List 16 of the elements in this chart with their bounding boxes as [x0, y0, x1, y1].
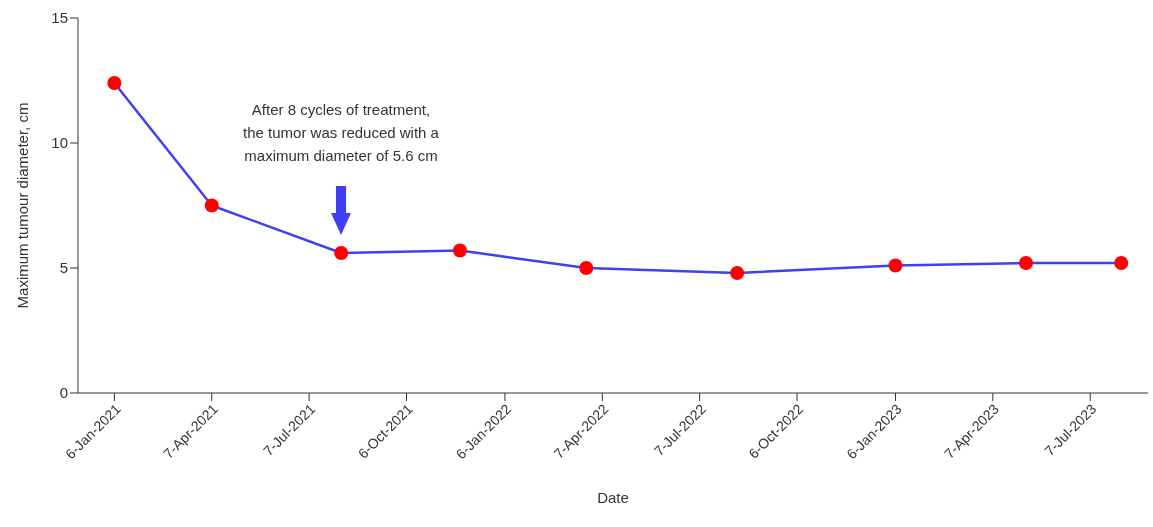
x-axis-title: Date [597, 489, 629, 506]
point [204, 198, 219, 213]
point [730, 266, 745, 280]
point [888, 258, 903, 273]
y-tick-label: 15 [51, 9, 68, 27]
point [452, 243, 467, 258]
y-tick-label: 10 [51, 134, 68, 152]
point [334, 246, 349, 260]
point [107, 76, 122, 90]
point [579, 261, 594, 275]
y-tick-label: 5 [59, 259, 68, 277]
point [1114, 256, 1129, 270]
annotation: After 8 cycles of treatment, the tumor was reduced with a maximum diameter of 5.6 cm [242, 100, 440, 166]
y-tick-label: 0 [59, 384, 68, 402]
y-axis-title: Maximum tumour diameter, cm [14, 102, 32, 309]
point [1019, 256, 1034, 270]
